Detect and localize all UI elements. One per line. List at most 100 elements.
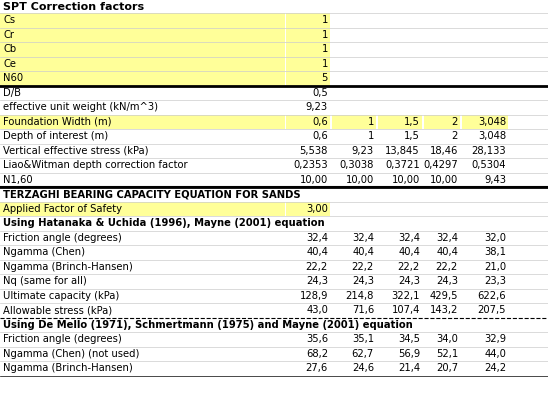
Bar (332, 13, 376, 28)
Bar (378, 143, 422, 158)
Text: 22,2: 22,2 (306, 262, 328, 272)
Text: 10,00: 10,00 (392, 175, 420, 185)
Text: 32,9: 32,9 (484, 334, 506, 344)
Bar (462, 28, 508, 42)
Bar (332, 260, 376, 274)
Bar (0, 13, 285, 28)
Text: 1: 1 (368, 131, 374, 141)
Bar (462, 274, 508, 288)
Bar (424, 347, 460, 361)
Bar (286, 115, 330, 129)
Text: 21,0: 21,0 (484, 262, 506, 272)
Bar (332, 245, 376, 260)
Bar (378, 274, 422, 288)
Bar (378, 361, 422, 375)
Bar (378, 173, 422, 187)
Bar (462, 115, 508, 129)
Text: 71,6: 71,6 (352, 305, 374, 315)
Bar (378, 202, 422, 216)
Bar (285, 115, 286, 129)
Bar (286, 28, 330, 42)
Bar (0, 85, 285, 100)
Bar (378, 347, 422, 361)
Bar (462, 230, 508, 245)
Bar (462, 318, 508, 332)
Text: Ngamma (Chen) (not used): Ngamma (Chen) (not used) (3, 349, 139, 359)
Text: D/B: D/B (3, 88, 21, 98)
Text: 38,1: 38,1 (484, 247, 506, 257)
Bar (0, 245, 285, 260)
Bar (286, 129, 330, 143)
Bar (0, 361, 285, 375)
Text: Ngamma (Brinch-Hansen): Ngamma (Brinch-Hansen) (3, 262, 133, 272)
Bar (285, 347, 286, 361)
Text: 10,00: 10,00 (300, 175, 328, 185)
Text: 32,4: 32,4 (352, 233, 374, 243)
Bar (462, 42, 508, 57)
Text: 32,4: 32,4 (398, 233, 420, 243)
Text: Allowable stress (kPa): Allowable stress (kPa) (3, 305, 112, 315)
Text: 0,2353: 0,2353 (293, 160, 328, 170)
Bar (424, 129, 460, 143)
Text: 62,7: 62,7 (352, 349, 374, 359)
Bar (378, 100, 422, 115)
Bar (285, 100, 286, 115)
Bar (462, 13, 508, 28)
Bar (462, 158, 508, 173)
Bar (285, 85, 286, 100)
Bar (462, 129, 508, 143)
Text: 429,5: 429,5 (430, 291, 458, 301)
Bar (0, 173, 285, 187)
Text: 322,1: 322,1 (391, 291, 420, 301)
Bar (378, 332, 422, 347)
Text: 18,46: 18,46 (430, 146, 458, 156)
Bar (462, 288, 508, 303)
Bar (0, 129, 285, 143)
Text: N1,60: N1,60 (3, 175, 33, 185)
Bar (332, 28, 376, 42)
Bar (0, 28, 285, 42)
Text: Friction angle (degrees): Friction angle (degrees) (3, 233, 122, 243)
Text: Ce: Ce (3, 59, 16, 69)
Text: 128,9: 128,9 (300, 291, 328, 301)
Bar (285, 42, 286, 57)
Bar (332, 71, 376, 85)
Bar (424, 71, 460, 85)
Bar (462, 361, 508, 375)
Bar (424, 361, 460, 375)
Text: 23,3: 23,3 (484, 276, 506, 286)
Bar (332, 129, 376, 143)
Text: 3,048: 3,048 (478, 117, 506, 127)
Bar (424, 202, 460, 216)
Text: 107,4: 107,4 (392, 305, 420, 315)
Bar (378, 158, 422, 173)
Text: Cb: Cb (3, 44, 16, 54)
Bar (285, 187, 286, 202)
Text: 43,0: 43,0 (306, 305, 328, 315)
Bar (0, 100, 285, 115)
Bar (378, 230, 422, 245)
Bar (462, 245, 508, 260)
Bar (332, 347, 376, 361)
Bar (286, 173, 330, 187)
Text: 22,2: 22,2 (398, 262, 420, 272)
Bar (286, 274, 330, 288)
Text: 24,3: 24,3 (352, 276, 374, 286)
Text: 52,1: 52,1 (436, 349, 458, 359)
Text: 32,0: 32,0 (484, 233, 506, 243)
Bar (424, 318, 460, 332)
Bar (285, 143, 286, 158)
Text: 24,2: 24,2 (484, 363, 506, 373)
Bar (332, 57, 376, 71)
Bar (462, 202, 508, 216)
Bar (424, 260, 460, 274)
Bar (424, 230, 460, 245)
Bar (378, 288, 422, 303)
Text: SPT Correction factors: SPT Correction factors (3, 2, 144, 11)
Bar (424, 274, 460, 288)
Bar (378, 13, 422, 28)
Bar (286, 216, 330, 230)
Text: Ngamma (Brinch-Hansen): Ngamma (Brinch-Hansen) (3, 363, 133, 373)
Bar (286, 85, 330, 100)
Text: 22,2: 22,2 (436, 262, 458, 272)
